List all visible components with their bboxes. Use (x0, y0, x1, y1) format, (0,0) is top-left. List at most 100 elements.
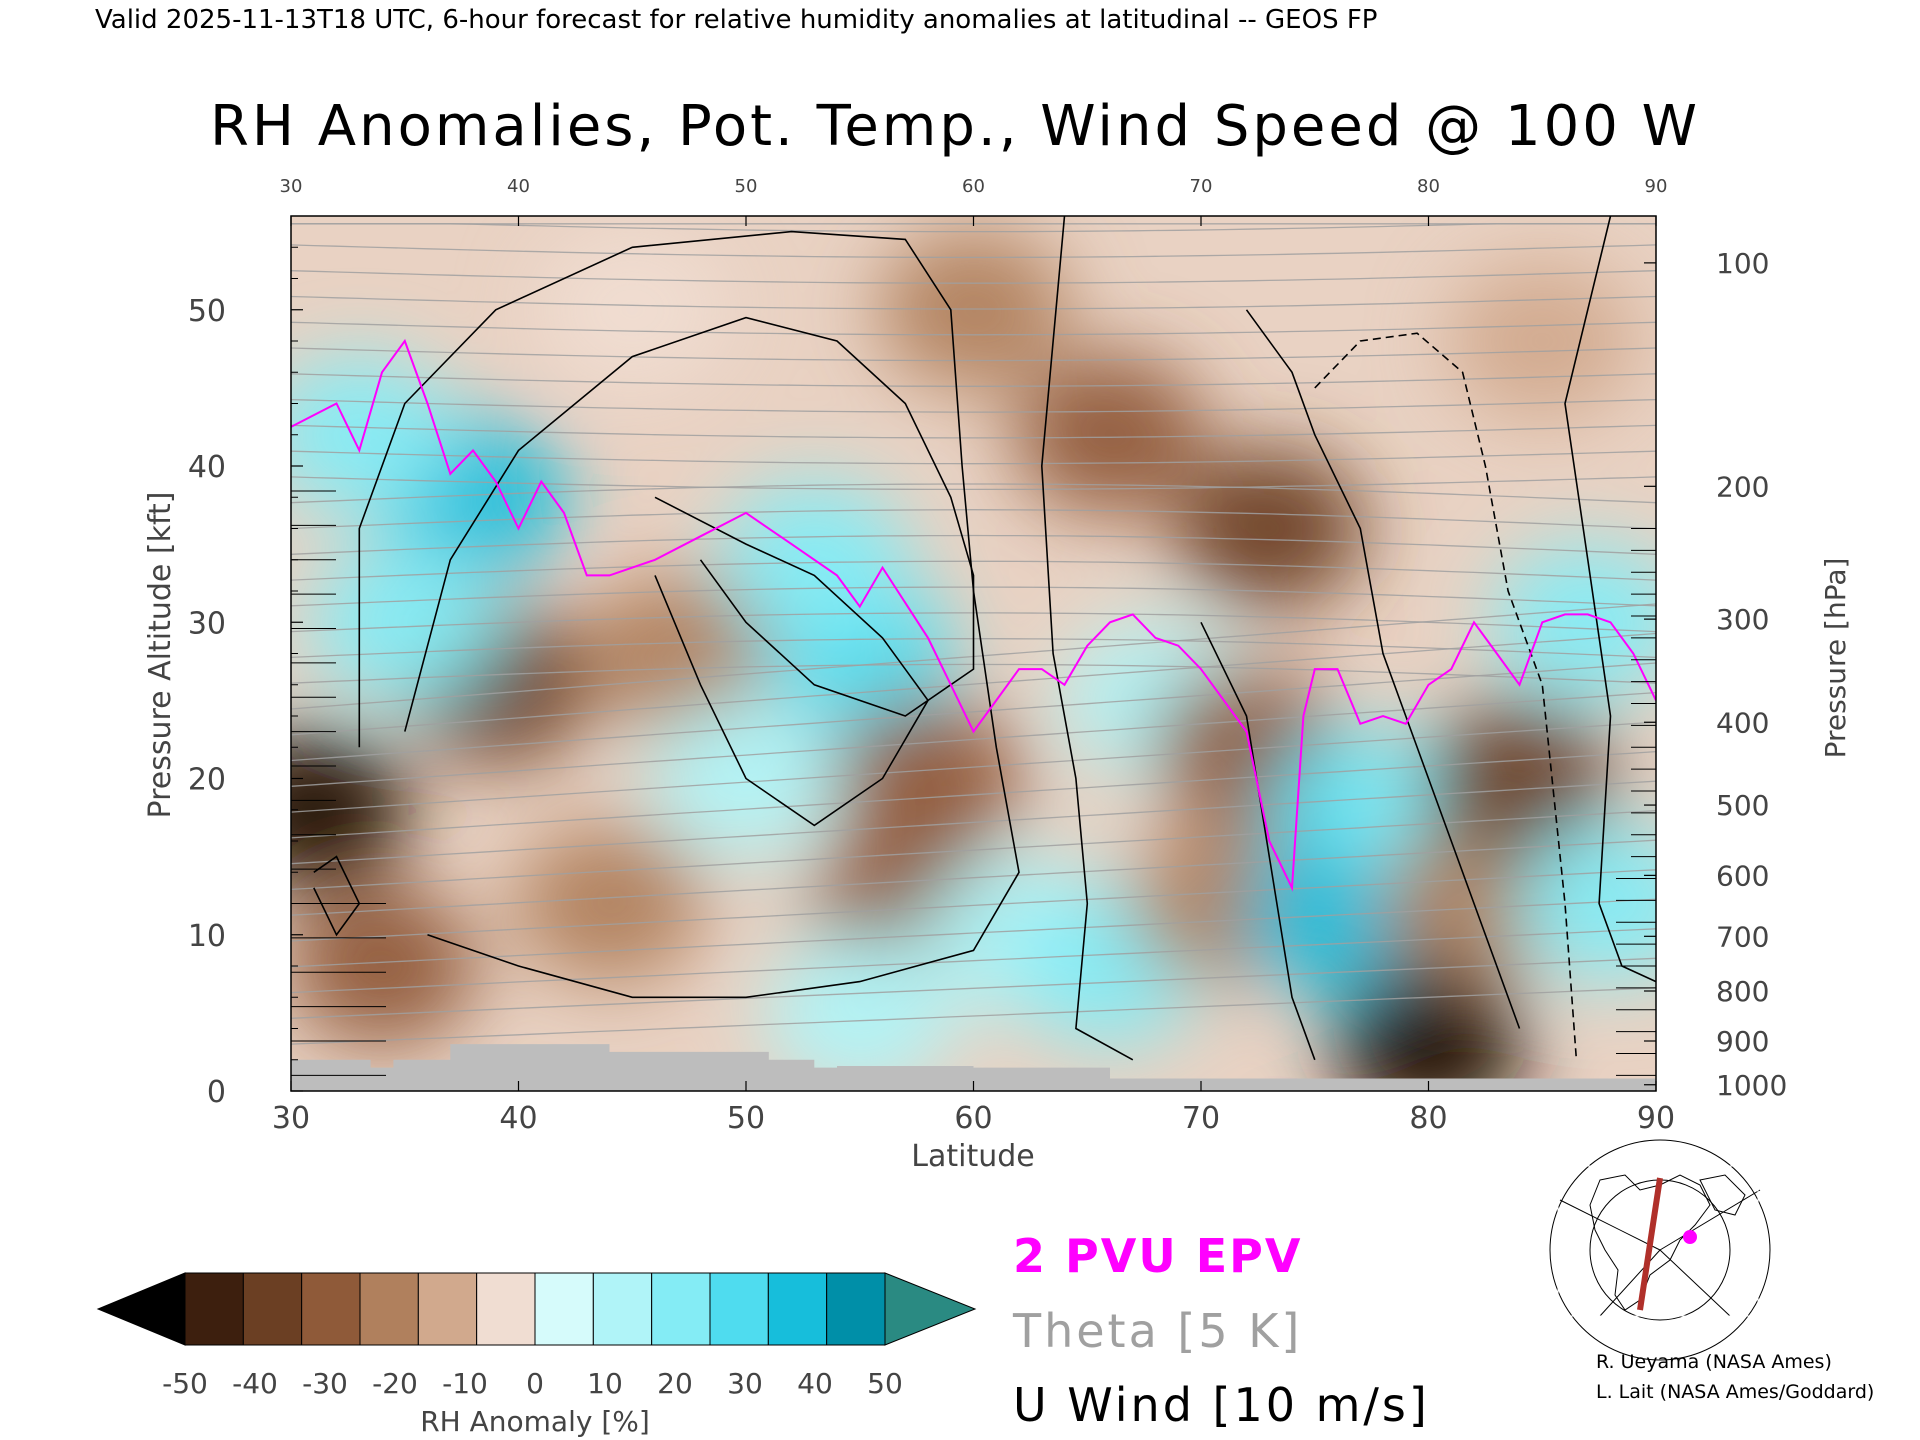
colorbar-swatch (651, 1272, 711, 1346)
y-axis-left: 0 10 20 30 40 50 (188, 246, 386, 1110)
theta-contour-line (291, 662, 1656, 762)
colorbar-swatch (184, 1272, 244, 1346)
rh-anomaly-blob (878, 229, 1069, 390)
u-wind-contour-line (654, 496, 929, 827)
u-wind-contour-line (404, 316, 975, 732)
y-tick-label: 30 (188, 606, 226, 641)
y-axis-right: 100 200 300 400 500 600 700 800 900 1000 (1616, 247, 1787, 1102)
theta-contour-line (291, 483, 1656, 504)
colorbar-tick-label: -40 (232, 1367, 278, 1400)
colorbar-tick-label: 20 (657, 1367, 693, 1400)
y-tick-label: 50 (188, 294, 226, 329)
colorbar-tick-label: -20 (372, 1367, 418, 1400)
x-tick-label-top: 70 (1190, 176, 1213, 197)
theta-contour-line (291, 244, 1656, 259)
colorbar-swatch (592, 1272, 653, 1346)
map-location-marker (1683, 1230, 1697, 1244)
theta-contour-line (291, 928, 1656, 994)
theta-contour-line (291, 780, 1656, 865)
theta-contour-line (291, 632, 1656, 736)
x-tick-label: 30 (272, 1101, 310, 1136)
pressure-tick-label: 500 (1716, 789, 1769, 822)
theta-contour-line (291, 987, 1656, 1045)
theta-contour-line (291, 295, 1656, 310)
y-axis-label-left: Pressure Altitude [kft] (143, 492, 178, 819)
theta-contour-line (291, 347, 1656, 362)
u-wind-contour-line (1314, 332, 1578, 1060)
y-tick-label: 40 (188, 450, 226, 485)
colorbar-tick-label: 40 (797, 1367, 833, 1400)
colorbar-tick-label: -50 (162, 1367, 208, 1400)
theta-contour-line (291, 270, 1656, 284)
colorbar-swatch (709, 1272, 769, 1346)
pressure-tick-label: 400 (1716, 706, 1769, 739)
rh-anomaly-blob (514, 823, 705, 984)
location-inset-map (1549, 1139, 1771, 1361)
colorbar-label: RH Anomaly [%] (420, 1405, 650, 1438)
theta-contour-line (291, 398, 1656, 413)
u-wind-contour-line (358, 230, 1020, 999)
ground-mask (291, 1044, 1656, 1091)
rh-anomaly-blob (291, 729, 409, 890)
legend-theta: Theta [5 K] (1012, 1304, 1302, 1358)
colorbar-min-arrow (96, 1272, 186, 1346)
colorbar-swatch (417, 1272, 478, 1346)
colorbar-tick-label: 50 (867, 1367, 903, 1400)
x-axis-label: Latitude (911, 1139, 1034, 1174)
plot-area (291, 216, 1656, 1091)
pressure-tick-label: 100 (1716, 247, 1769, 280)
rh-anomaly-blob (764, 932, 955, 1091)
theta-contour-line (291, 534, 1656, 555)
colorbar-swatch (242, 1272, 303, 1346)
x-tick-label: 60 (954, 1101, 992, 1136)
theta-contour-line (291, 839, 1656, 916)
colorbar-tick-label: 10 (587, 1367, 623, 1400)
colorbar-tick-label: 30 (727, 1367, 763, 1400)
theta-contour-line (291, 721, 1656, 813)
y-axis-label-right: Pressure [hPa] (1819, 558, 1852, 759)
legend-wind: U Wind [10 m/s] (1013, 1378, 1430, 1432)
rh-anomaly-blob (309, 542, 500, 703)
colorbar-max-arrow (884, 1272, 977, 1346)
x-tick-label-top: 90 (1645, 176, 1668, 197)
theta-contours (291, 223, 1656, 1045)
colorbar (96, 1272, 977, 1346)
rh-anomaly-blob (1447, 261, 1638, 421)
theta-contour-line (291, 560, 1656, 581)
pressure-tick-label: 300 (1716, 603, 1769, 636)
theta-contour-line (291, 373, 1656, 387)
y-tick-label: 10 (188, 919, 226, 954)
colorbar-swatch (301, 1272, 361, 1346)
rh-anomaly-blob (582, 573, 773, 734)
rh-anomaly-blob (1515, 823, 1656, 984)
x-axis-bottom: 30 40 50 60 70 80 90 (272, 1081, 1675, 1136)
theta-contour-line (291, 450, 1656, 465)
x-tick-label-top: 50 (735, 176, 758, 197)
x-tick-label-top: 30 (280, 176, 303, 197)
rh-anomaly-blob (1015, 354, 1205, 515)
pressure-tick-label: 600 (1716, 859, 1769, 892)
chart-title: RH Anomalies, Pot. Temp., Wind Speed @ 1… (210, 94, 1700, 159)
x-axis-top: 30 40 50 60 70 80 90 (280, 176, 1668, 226)
theta-contour-line (291, 810, 1656, 891)
colorbar-tick-label: 0 (526, 1367, 544, 1400)
theta-contour-line (291, 869, 1656, 942)
theta-contour-line (291, 957, 1656, 1019)
y-tick-label: 0 (207, 1075, 226, 1110)
x-tick-label: 40 (499, 1101, 537, 1136)
rh-anomaly-blob (1174, 448, 1365, 609)
u-wind-contour-line (1040, 216, 1134, 1061)
theta-contour-line (291, 750, 1656, 839)
colorbar-swatch (826, 1272, 886, 1346)
rh-anomaly-blob (1424, 698, 1615, 859)
pressure-tick-label: 1000 (1716, 1069, 1787, 1102)
credit-line-2: L. Lait (NASA Ames/Goddard) (1596, 1381, 1874, 1403)
pressure-tick-label: 200 (1716, 470, 1769, 503)
map-cross-section-line (1637, 1177, 1663, 1311)
colorbar-swatch (476, 1272, 536, 1346)
map-latitude-circle (1549, 1139, 1771, 1361)
x-tick-label-top: 80 (1417, 176, 1440, 197)
theta-contour-line (291, 898, 1656, 968)
colorbar-tick-labels: -50 -40 -30 -20 -10 0 10 20 30 40 50 (162, 1367, 903, 1400)
